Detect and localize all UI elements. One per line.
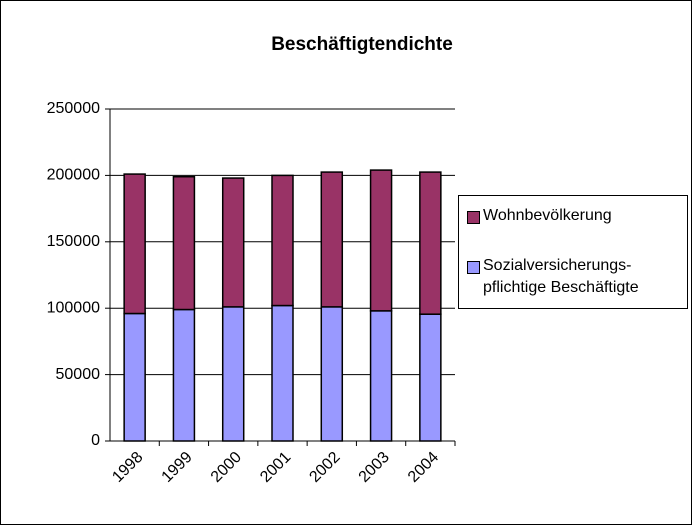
bar-segment xyxy=(123,312,146,442)
legend-swatch xyxy=(467,261,480,274)
legend-label: Wohnbevölkerung xyxy=(483,207,612,224)
y-tick-label: 200000 xyxy=(47,167,100,184)
legend-label: Sozialversicherungs-pflichtige Beschäfti… xyxy=(483,257,639,296)
bar-segment xyxy=(419,313,442,442)
bar-segment xyxy=(369,169,393,312)
bar-segment xyxy=(369,310,393,442)
y-tick-label: 100000 xyxy=(47,299,100,316)
bar-segment xyxy=(172,308,196,442)
y-tick-label: 250000 xyxy=(47,100,100,117)
legend-item: Sozialversicherungs-pflichtige Beschäfti… xyxy=(467,257,682,299)
bar-segment xyxy=(221,177,245,308)
bar-segment xyxy=(123,173,146,315)
bar-segment xyxy=(320,306,344,442)
bar-segment xyxy=(271,304,294,442)
bar-segment xyxy=(419,171,442,315)
legend: Wohnbevölkerung Sozialversicherungs-pflic… xyxy=(458,195,688,309)
y-tick-label: 0 xyxy=(91,432,100,449)
bar-segment xyxy=(221,306,245,442)
y-tick-label: 50000 xyxy=(56,366,101,383)
bar-segment xyxy=(320,171,344,308)
chart-title: Beschäftigtendichte xyxy=(271,34,453,55)
y-tick-label: 150000 xyxy=(47,233,100,250)
bar-segment xyxy=(271,174,294,307)
legend-swatch xyxy=(467,211,480,224)
legend-item: Wohnbevölkerung xyxy=(467,207,682,227)
bar-segment xyxy=(172,175,196,311)
